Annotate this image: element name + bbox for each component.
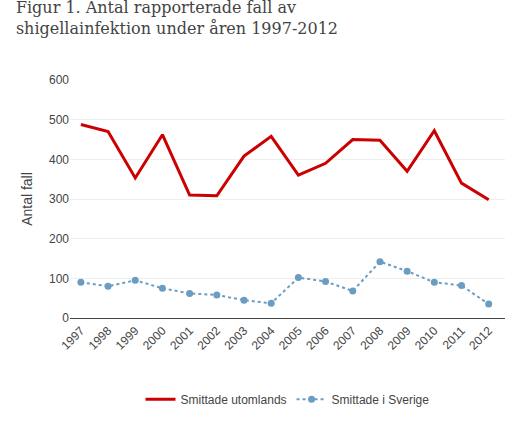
svg-text:Figur 1. Antal rapporterade fa: Figur 1. Antal rapporterade fall avshige… (16, 0, 338, 38)
svg-text:2010: 2010 (412, 324, 441, 353)
svg-text:200: 200 (49, 232, 69, 246)
svg-text:500: 500 (49, 113, 69, 127)
svg-text:2001: 2001 (167, 324, 196, 353)
svg-text:Antal fall: Antal fall (19, 172, 35, 226)
svg-text:2004: 2004 (249, 324, 278, 353)
svg-text:2007: 2007 (330, 324, 359, 353)
svg-text:100: 100 (49, 272, 69, 286)
svg-text:2012: 2012 (466, 324, 495, 353)
svg-text:2006: 2006 (303, 324, 332, 353)
svg-text:300: 300 (49, 192, 69, 206)
svg-text:1997: 1997 (58, 324, 87, 353)
svg-text:2003: 2003 (222, 324, 251, 353)
svg-text:1999: 1999 (113, 324, 142, 353)
svg-text:400: 400 (49, 153, 69, 167)
svg-text:600: 600 (49, 73, 69, 87)
svg-text:2005: 2005 (276, 324, 305, 353)
svg-text:2009: 2009 (385, 324, 414, 353)
svg-text:2002: 2002 (194, 324, 223, 353)
svg-text:1998: 1998 (86, 324, 115, 353)
svg-text:2008: 2008 (358, 324, 387, 353)
svg-text:Smittade i Sverige: Smittade i Sverige (332, 393, 430, 407)
svg-text:0: 0 (62, 311, 69, 325)
svg-text:2011: 2011 (440, 324, 468, 352)
svg-text:2000: 2000 (140, 324, 169, 353)
svg-text:Smittade utomlands: Smittade utomlands (181, 393, 287, 407)
